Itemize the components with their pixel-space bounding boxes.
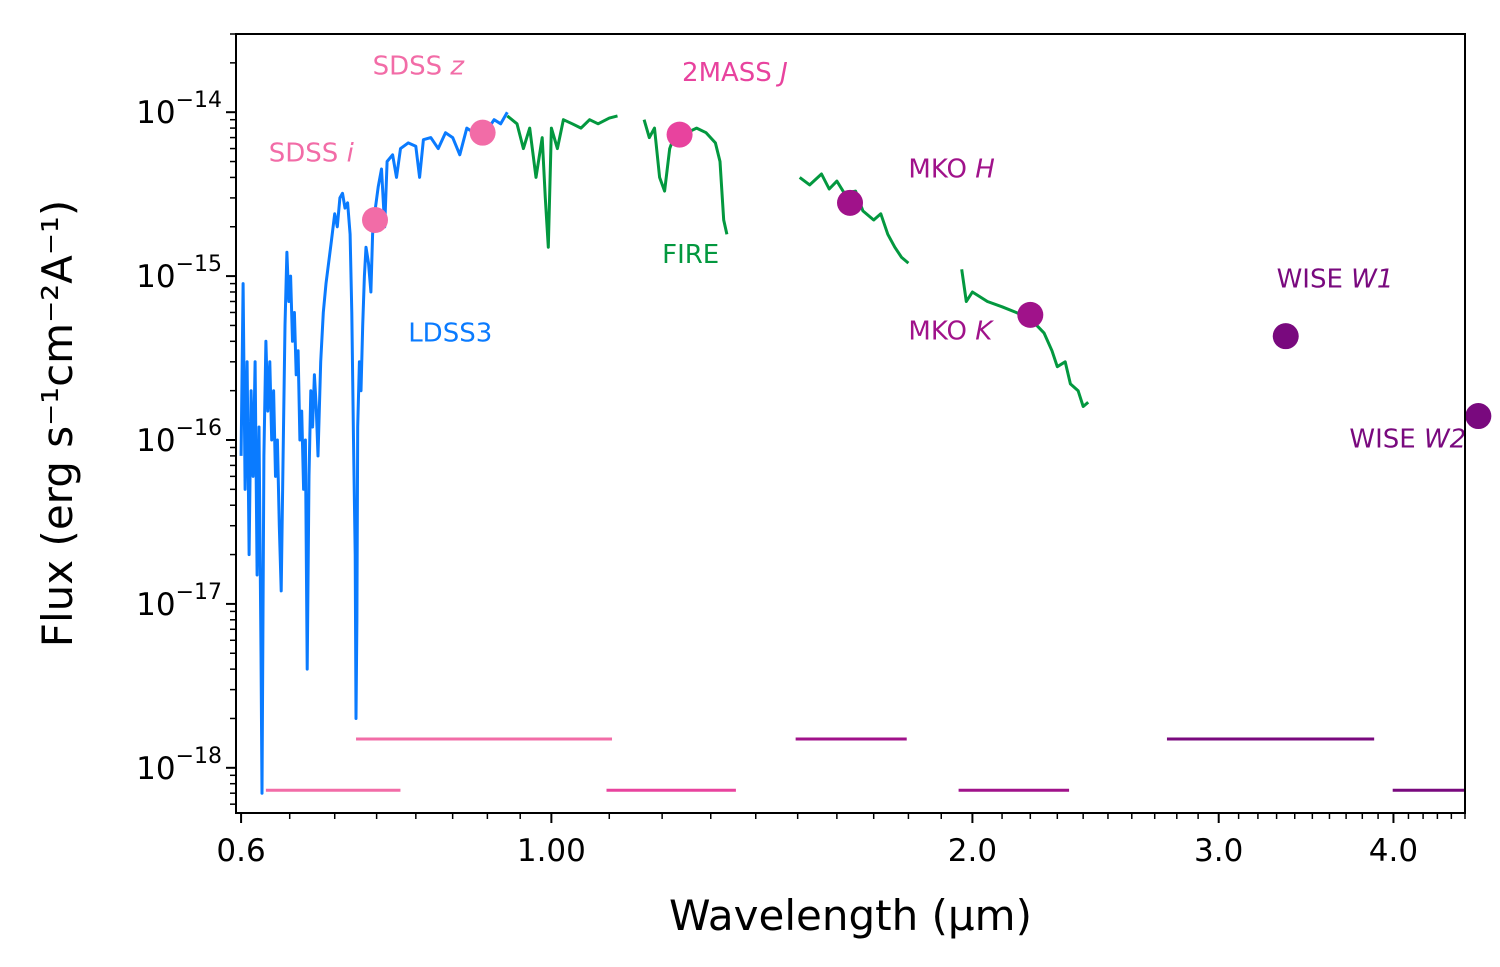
series-line-fire-4: [960, 269, 1090, 408]
band-label-2mass-j: 2MASS J: [682, 58, 788, 88]
photometry-point-2mass-j: [666, 121, 693, 148]
photometry-point-sdss-z: [469, 119, 496, 146]
series-line-fire-1: [506, 114, 618, 249]
photometry-point-sdss-i: [362, 206, 389, 233]
series-label-fire: FIRE: [662, 240, 719, 270]
y-tick-label: 10−16: [136, 416, 222, 459]
x-tick-label: 3.0: [1194, 833, 1243, 869]
y-tick-label: 10−18: [136, 744, 222, 787]
band-label-sdss-z: SDSS z: [373, 51, 466, 81]
x-tick-label: 2.0: [948, 833, 997, 869]
y-tick-label: 10−15: [136, 252, 222, 295]
photometry-point-wise-w2: [1465, 403, 1492, 430]
photometry-layer: [362, 119, 1492, 430]
plot-frame: [235, 33, 1466, 814]
x-tick-label: 4.0: [1369, 833, 1418, 869]
series-line-ldss3: [239, 111, 509, 795]
axes-layer: 10−18 10−17 10−16 10−15 10−14 0.6 1.00 2.0 3.0 4.…: [136, 33, 1466, 869]
x-axis-label: Wavelength (μm): [669, 891, 1032, 940]
x-tick-label: 1.00: [517, 833, 586, 869]
photometry-point-wise-w1: [1272, 323, 1299, 350]
bandpass-layer: [265, 737, 1465, 792]
photometry-point-mko-k: [1017, 301, 1044, 328]
annotation-layer: LDSS3 FIRE SDSS i SDSS z 2MASS J MKO H MKO K WI…: [269, 51, 1466, 454]
y-tick-label: 10−17: [136, 580, 222, 623]
series-label-ldss3: LDSS3: [408, 318, 492, 348]
y-tick-label: 10−14: [136, 88, 222, 131]
y-axis-label: Flux (erg s⁻¹cm⁻²A⁻¹): [33, 200, 82, 647]
photometry-point-mko-h: [837, 189, 864, 216]
band-label-mko-h: MKO H: [908, 154, 994, 184]
band-label-wise-w2: WISE W2: [1349, 425, 1466, 455]
band-label-mko-k: MKO K: [908, 317, 994, 347]
series-line-fire-3: [798, 172, 910, 265]
band-label-sdss-i: SDSS i: [269, 139, 355, 169]
x-tick-label: 0.6: [216, 833, 265, 869]
band-label-wise-w1: WISE W1: [1277, 265, 1394, 295]
